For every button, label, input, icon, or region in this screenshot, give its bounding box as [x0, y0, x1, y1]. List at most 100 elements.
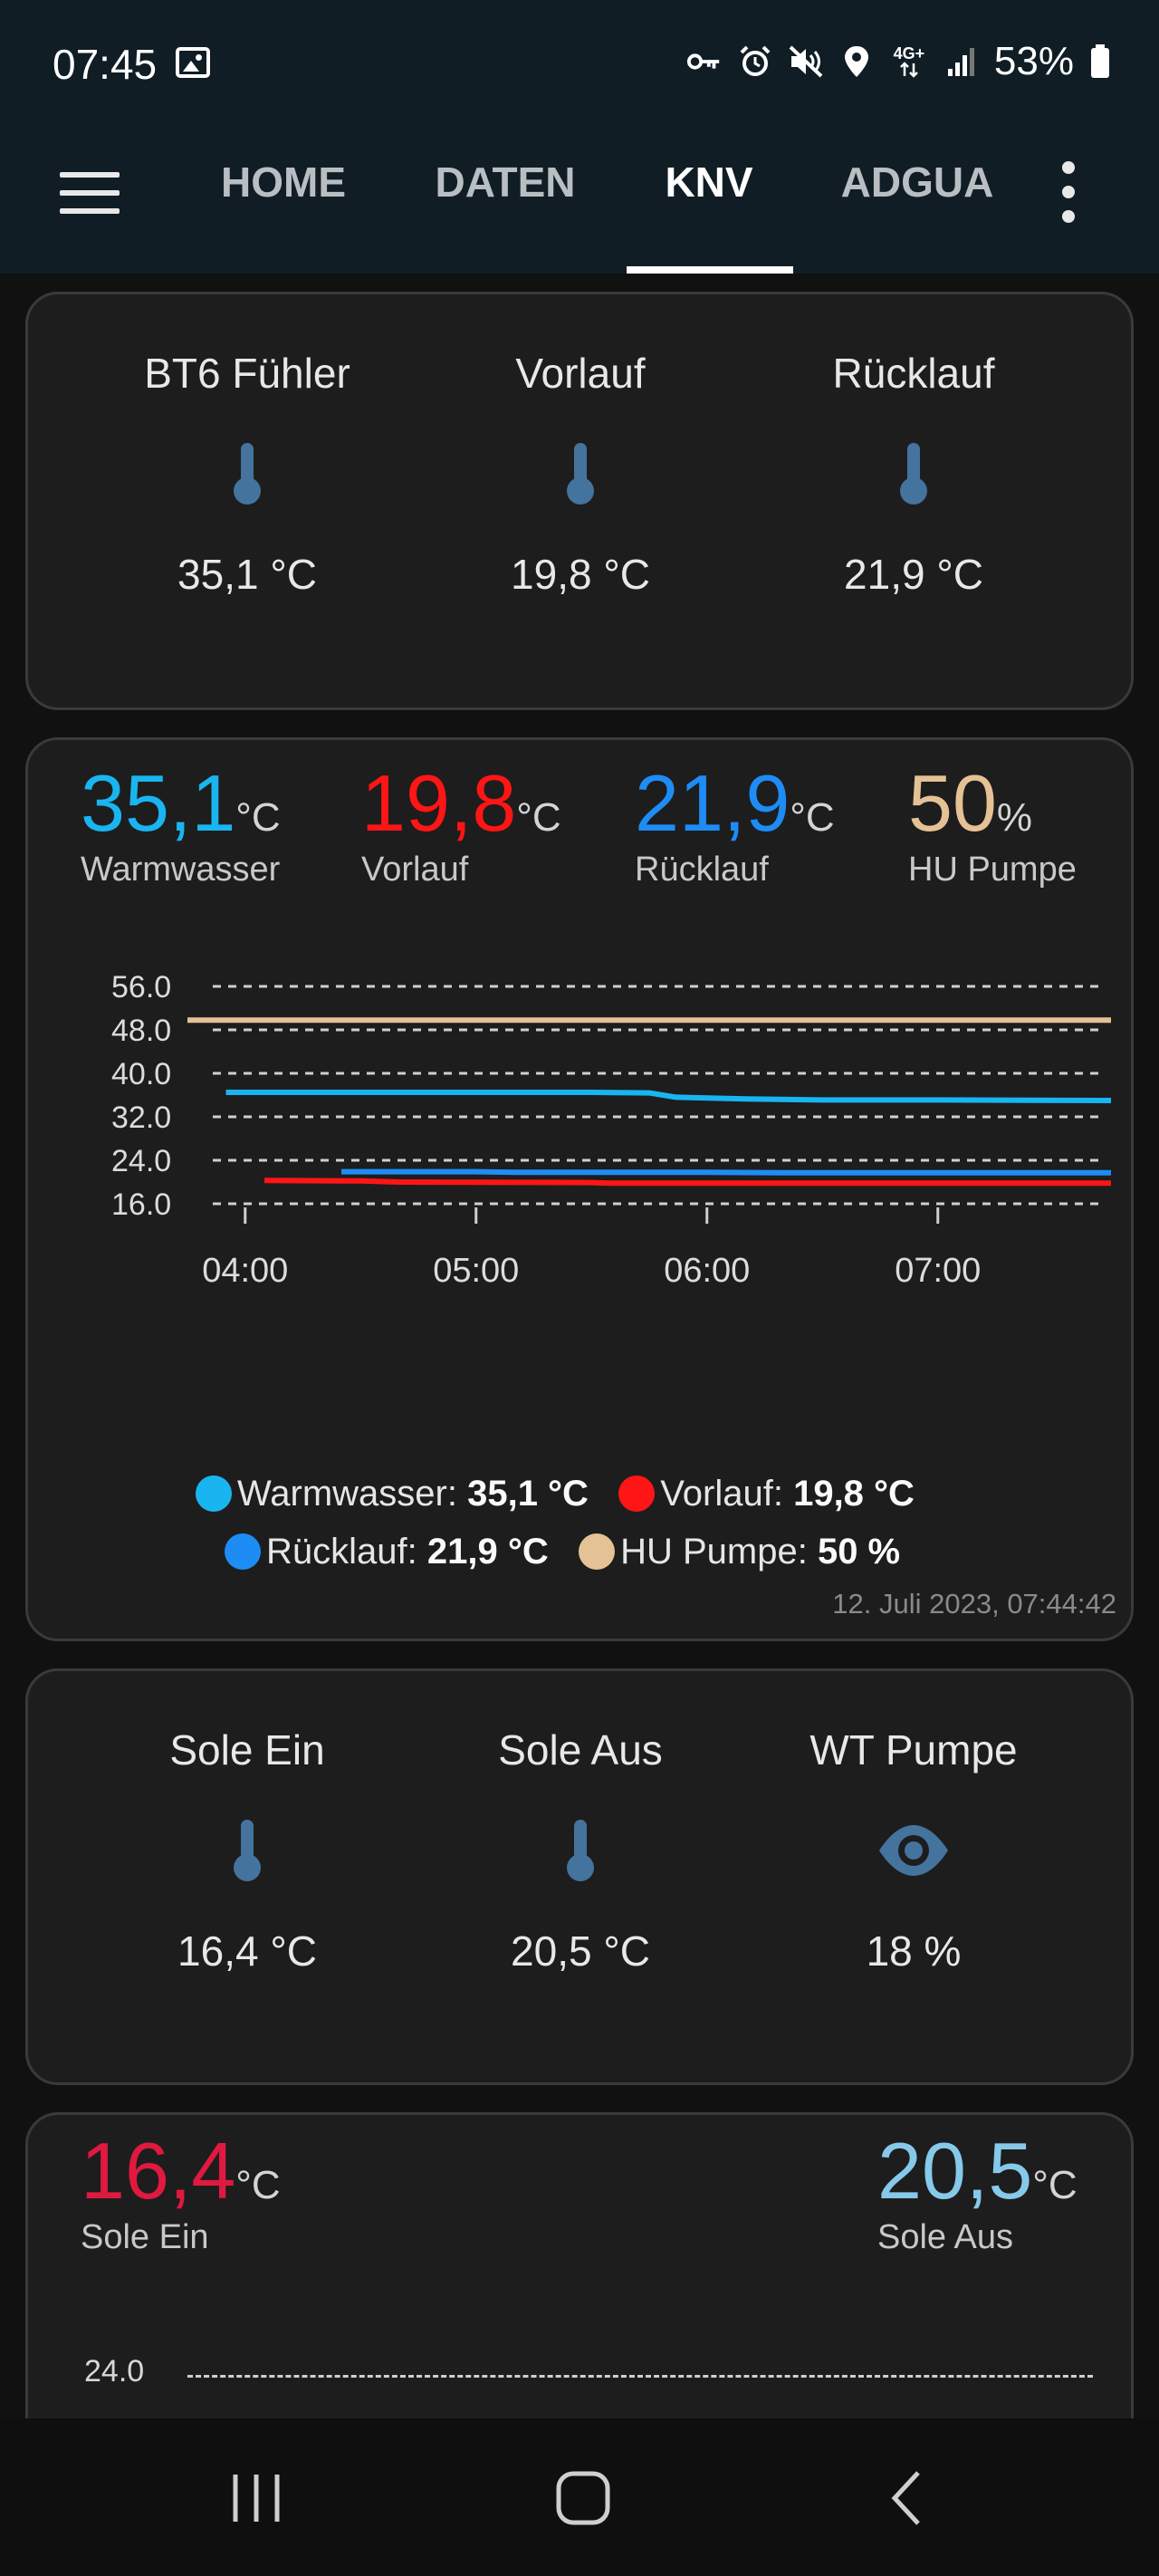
sensor-card-brine: Sole Ein 16,4 °C Sole Aus 20,5 °C WT Pum…: [25, 1668, 1134, 2085]
header-sole-aus: 20,5°C Sole Aus: [877, 2128, 1078, 2257]
header-label: Warmwasser: [81, 851, 281, 889]
sensor-value: 18 %: [866, 1927, 962, 1975]
x-tick-label: 04:00: [202, 1252, 288, 1290]
sensor-value: 35,1 °C: [177, 551, 317, 598]
signal-icon: [943, 43, 980, 80]
legend-dot: [196, 1475, 232, 1512]
sensor-card-heating: BT6 Fühler 35,1 °C Vorlauf 19,8 °C Rückl…: [25, 292, 1134, 710]
sensor-value: 16,4 °C: [177, 1927, 317, 1975]
legend-dot: [225, 1533, 261, 1570]
header-vorlauf: 19,8°C Vorlauf: [361, 760, 561, 889]
header-label: Sole Aus: [877, 2218, 1013, 2256]
header-value: 20,5: [877, 2126, 1033, 2216]
legend-name: Vorlauf:: [660, 1474, 783, 1514]
header-label: Vorlauf: [361, 851, 469, 889]
active-tab-indicator: [627, 266, 793, 274]
battery-icon: [1088, 43, 1112, 80]
header-warmwasser: 35,1°C Warmwasser: [81, 760, 281, 889]
y-tick-label: 24.0: [84, 2354, 145, 2389]
y-tick-label: 40.0: [111, 1057, 171, 1091]
recent-apps-button[interactable]: [226, 2471, 286, 2525]
tab-knv[interactable]: KNV: [665, 159, 753, 206]
thermometer-icon: [234, 1820, 261, 1881]
legend-dot: [618, 1475, 656, 1512]
legend-name: Warmwasser:: [237, 1474, 457, 1514]
header-ruecklauf: 21,9°C Rücklauf: [635, 760, 835, 889]
x-tick-label: 06:00: [664, 1252, 750, 1290]
gallery-icon: [176, 47, 210, 78]
sensor-name: Vorlauf: [515, 350, 646, 397]
sensor-value: 21,9 °C: [844, 551, 983, 598]
sensor-name: WT Pumpe: [809, 1726, 1018, 1773]
sensor-value: 20,5 °C: [511, 1927, 650, 1975]
eye-icon: [879, 1825, 948, 1876]
sensor-name: Sole Ein: [169, 1726, 325, 1773]
tab-adgua[interactable]: ADGUA: [840, 159, 994, 206]
mute-icon: [788, 43, 824, 80]
x-tick-label: 05:00: [433, 1252, 519, 1290]
thermometer-icon: [900, 443, 927, 505]
sensor-name: Rücklauf: [832, 350, 995, 397]
sensor-bt6[interactable]: BT6 Fühler 35,1 °C: [84, 349, 410, 599]
header-value: 19,8: [361, 758, 517, 848]
history-graph-card[interactable]: 35,1°C Warmwasser 19,8°C Vorlauf 21,9°C …: [25, 737, 1134, 1641]
sensor-sole-aus[interactable]: Sole Aus 20,5 °C: [417, 1725, 743, 1975]
header-unit: °C: [516, 795, 561, 840]
x-tick-label: 07:00: [895, 1252, 981, 1290]
header-hu-pumpe: 50% HU Pumpe: [908, 760, 1077, 889]
thermometer-icon: [567, 443, 594, 505]
header-value: 21,9: [635, 758, 790, 848]
status-icons: 4G+ 53%: [686, 36, 1112, 87]
home-button[interactable]: [554, 2469, 612, 2527]
battery-percent: 53%: [993, 39, 1074, 83]
series-line-vorlauf[interactable]: [263, 1177, 1111, 1187]
header-value: 35,1: [81, 758, 236, 848]
legend-value: 21,9 °C: [426, 1532, 549, 1572]
sensor-value: 19,8 °C: [511, 551, 650, 598]
legend-row-1: Warmwasser: 35,1 °C Vorlauf: 19,8 °C: [196, 1474, 915, 1514]
series-line-warmwasser[interactable]: [225, 1090, 1112, 1103]
series-line-r-cklauf[interactable]: [341, 1168, 1111, 1176]
grid-line: [187, 2375, 1093, 2378]
header-label: Sole Ein: [81, 2218, 209, 2256]
system-nav-bar: [0, 2418, 1159, 2576]
back-button[interactable]: [887, 2469, 927, 2527]
header-unit: %: [996, 795, 1033, 840]
legend-item-vorlauf[interactable]: Vorlauf: 19,8 °C: [618, 1474, 915, 1514]
sensor-sole-ein[interactable]: Sole Ein 16,4 °C: [84, 1725, 410, 1975]
header-unit: °C: [1032, 2163, 1078, 2207]
sensor-vorlauf[interactable]: Vorlauf 19,8 °C: [417, 349, 743, 599]
thermometer-icon: [567, 1820, 594, 1881]
legend-item-hu-pumpe[interactable]: HU Pumpe: 50 %: [579, 1532, 900, 1572]
legend-item-warmwasser[interactable]: Warmwasser: 35,1 °C: [196, 1474, 589, 1514]
legend-dot: [579, 1533, 616, 1570]
more-options-button[interactable]: [1054, 158, 1083, 226]
legend-name: Rücklauf:: [266, 1532, 417, 1572]
header-value: 16,4: [81, 2126, 236, 2216]
y-tick-label: 56.0: [111, 970, 171, 1004]
history-line-chart[interactable]: 56.0 48.0 40.0 32.0 24.0 16.0 04:00 05:00 06:00 0…: [28, 954, 1134, 1461]
sensor-name: BT6 Fühler: [144, 350, 350, 397]
app-bar: HOME DATEN KNV ADGUA: [0, 127, 1159, 274]
header-label: HU Pumpe: [908, 851, 1077, 889]
sensor-wt-pumpe[interactable]: WT Pumpe 18 %: [751, 1725, 1077, 1975]
header-label: Rücklauf: [635, 851, 769, 889]
legend-item-ruecklauf[interactable]: Rücklauf: 21,9 °C: [225, 1532, 549, 1572]
header-sole-ein: 16,4°C Sole Ein: [81, 2128, 281, 2257]
network-type: 4G+: [893, 44, 925, 62]
tab-daten[interactable]: DATEN: [435, 159, 576, 206]
header-unit: °C: [790, 795, 835, 840]
y-tick-label: 48.0: [111, 1014, 171, 1048]
sensor-ruecklauf[interactable]: Rücklauf 21,9 °C: [751, 349, 1077, 599]
y-tick-label: 24.0: [111, 1144, 171, 1178]
thermometer-icon: [234, 443, 261, 505]
header-value: 50: [908, 758, 997, 848]
menu-button[interactable]: [60, 163, 120, 223]
legend-row-2: Rücklauf: 21,9 °C HU Pumpe: 50 %: [225, 1532, 900, 1572]
legend-value: 19,8 °C: [793, 1474, 915, 1514]
header-unit: °C: [235, 795, 281, 840]
tab-home[interactable]: HOME: [221, 159, 346, 206]
header-unit: °C: [235, 2163, 281, 2207]
alarm-icon: [737, 43, 773, 80]
y-tick-label: 32.0: [111, 1101, 171, 1135]
